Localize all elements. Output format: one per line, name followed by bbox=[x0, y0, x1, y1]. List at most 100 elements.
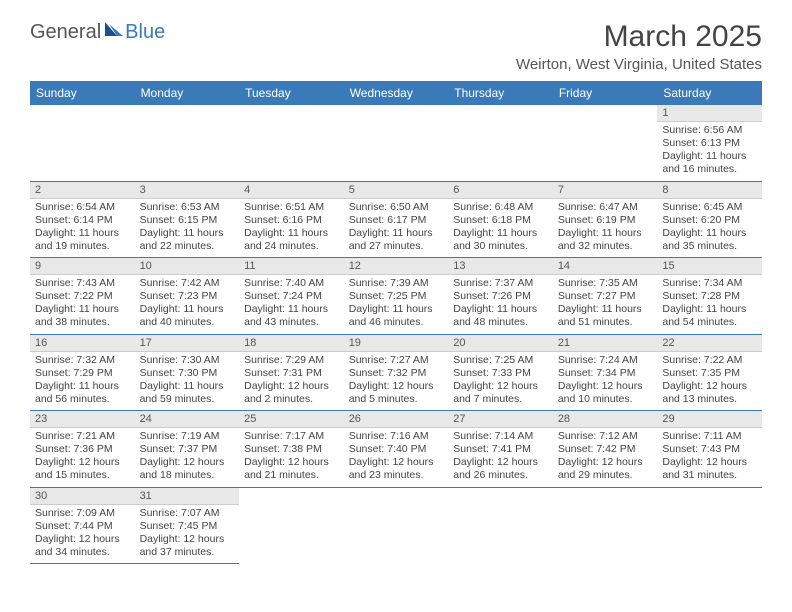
sunset-text: Sunset: 6:16 PM bbox=[244, 214, 339, 227]
day-details: Sunrise: 7:17 AMSunset: 7:38 PMDaylight:… bbox=[239, 428, 344, 487]
page-title: March 2025 bbox=[516, 20, 762, 54]
daylight-text: Daylight: 12 hours and 13 minutes. bbox=[662, 380, 757, 406]
sunrise-text: Sunrise: 7:40 AM bbox=[244, 277, 339, 290]
calendar-cell: 6Sunrise: 6:48 AMSunset: 6:18 PMDaylight… bbox=[448, 181, 553, 258]
sunrise-text: Sunrise: 7:07 AM bbox=[140, 507, 235, 520]
daylight-text: Daylight: 11 hours and 32 minutes. bbox=[558, 227, 653, 253]
day-details: Sunrise: 7:37 AMSunset: 7:26 PMDaylight:… bbox=[448, 275, 553, 334]
calendar-row: 16Sunrise: 7:32 AMSunset: 7:29 PMDayligh… bbox=[30, 334, 762, 411]
day-details: Sunrise: 7:21 AMSunset: 7:36 PMDaylight:… bbox=[30, 428, 135, 487]
calendar-cell bbox=[448, 105, 553, 181]
logo-text-2: Blue bbox=[125, 21, 165, 44]
calendar-cell bbox=[239, 487, 344, 564]
day-number: 11 bbox=[239, 258, 344, 275]
sunset-text: Sunset: 7:23 PM bbox=[140, 290, 235, 303]
daylight-text: Daylight: 11 hours and 43 minutes. bbox=[244, 303, 339, 329]
logo: General Blue bbox=[30, 20, 165, 44]
day-details: Sunrise: 7:14 AMSunset: 7:41 PMDaylight:… bbox=[448, 428, 553, 487]
sunset-text: Sunset: 7:24 PM bbox=[244, 290, 339, 303]
day-number: 30 bbox=[30, 488, 135, 505]
calendar-cell: 31Sunrise: 7:07 AMSunset: 7:45 PMDayligh… bbox=[135, 487, 240, 564]
logo-text-1: General bbox=[30, 21, 101, 44]
sunrise-text: Sunrise: 6:56 AM bbox=[662, 124, 757, 137]
sunrise-text: Sunrise: 6:45 AM bbox=[662, 201, 757, 214]
sunset-text: Sunset: 6:19 PM bbox=[558, 214, 653, 227]
sunrise-text: Sunrise: 7:39 AM bbox=[349, 277, 444, 290]
sunrise-text: Sunrise: 7:17 AM bbox=[244, 430, 339, 443]
day-number: 2 bbox=[30, 182, 135, 199]
daylight-text: Daylight: 11 hours and 35 minutes. bbox=[662, 227, 757, 253]
daylight-text: Daylight: 12 hours and 10 minutes. bbox=[558, 380, 653, 406]
day-number: 27 bbox=[448, 411, 553, 428]
calendar-cell: 13Sunrise: 7:37 AMSunset: 7:26 PMDayligh… bbox=[448, 258, 553, 335]
sunset-text: Sunset: 7:22 PM bbox=[35, 290, 130, 303]
day-details: Sunrise: 7:27 AMSunset: 7:32 PMDaylight:… bbox=[344, 352, 449, 411]
day-number: 25 bbox=[239, 411, 344, 428]
daylight-text: Daylight: 11 hours and 19 minutes. bbox=[35, 227, 130, 253]
daylight-text: Daylight: 12 hours and 18 minutes. bbox=[140, 456, 235, 482]
sunrise-text: Sunrise: 7:12 AM bbox=[558, 430, 653, 443]
calendar-cell bbox=[553, 487, 658, 564]
calendar-cell: 4Sunrise: 6:51 AMSunset: 6:16 PMDaylight… bbox=[239, 181, 344, 258]
day-number: 21 bbox=[553, 335, 658, 352]
day-number: 22 bbox=[657, 335, 762, 352]
calendar-cell: 23Sunrise: 7:21 AMSunset: 7:36 PMDayligh… bbox=[30, 411, 135, 488]
sunset-text: Sunset: 7:42 PM bbox=[558, 443, 653, 456]
daylight-text: Daylight: 12 hours and 21 minutes. bbox=[244, 456, 339, 482]
daylight-text: Daylight: 12 hours and 7 minutes. bbox=[453, 380, 548, 406]
day-number: 18 bbox=[239, 335, 344, 352]
day-number: 1 bbox=[657, 105, 762, 122]
day-number: 6 bbox=[448, 182, 553, 199]
sunrise-text: Sunrise: 7:34 AM bbox=[662, 277, 757, 290]
day-details: Sunrise: 7:39 AMSunset: 7:25 PMDaylight:… bbox=[344, 275, 449, 334]
sunset-text: Sunset: 6:18 PM bbox=[453, 214, 548, 227]
day-number: 4 bbox=[239, 182, 344, 199]
day-details: Sunrise: 6:53 AMSunset: 6:15 PMDaylight:… bbox=[135, 199, 240, 258]
day-number: 10 bbox=[135, 258, 240, 275]
sunset-text: Sunset: 7:30 PM bbox=[140, 367, 235, 380]
daylight-text: Daylight: 11 hours and 16 minutes. bbox=[662, 150, 757, 176]
sunrise-text: Sunrise: 7:35 AM bbox=[558, 277, 653, 290]
daylight-text: Daylight: 11 hours and 54 minutes. bbox=[662, 303, 757, 329]
day-details: Sunrise: 6:45 AMSunset: 6:20 PMDaylight:… bbox=[657, 199, 762, 258]
calendar-cell: 7Sunrise: 6:47 AMSunset: 6:19 PMDaylight… bbox=[553, 181, 658, 258]
weekday-header: Monday bbox=[135, 81, 240, 105]
sunset-text: Sunset: 7:25 PM bbox=[349, 290, 444, 303]
calendar-cell bbox=[553, 105, 658, 181]
daylight-text: Daylight: 12 hours and 31 minutes. bbox=[662, 456, 757, 482]
day-details: Sunrise: 6:51 AMSunset: 6:16 PMDaylight:… bbox=[239, 199, 344, 258]
calendar-cell: 16Sunrise: 7:32 AMSunset: 7:29 PMDayligh… bbox=[30, 334, 135, 411]
day-details: Sunrise: 7:07 AMSunset: 7:45 PMDaylight:… bbox=[135, 505, 240, 564]
sunset-text: Sunset: 7:33 PM bbox=[453, 367, 548, 380]
calendar-cell: 11 Sunrise: 7:40 AMSunset: 7:24 PMDayligh… bbox=[239, 258, 344, 335]
calendar-row: 30Sunrise: 7:09 AMSunset: 7:44 PMDayligh… bbox=[30, 487, 762, 564]
sunset-text: Sunset: 7:43 PM bbox=[662, 443, 757, 456]
calendar-cell: 30Sunrise: 7:09 AMSunset: 7:44 PMDayligh… bbox=[30, 487, 135, 564]
day-number: 26 bbox=[344, 411, 449, 428]
sunset-text: Sunset: 7:38 PM bbox=[244, 443, 339, 456]
calendar-body: 1Sunrise: 6:56 AMSunset: 6:13 PMDaylight… bbox=[30, 105, 762, 564]
daylight-text: Daylight: 11 hours and 51 minutes. bbox=[558, 303, 653, 329]
sunset-text: Sunset: 7:31 PM bbox=[244, 367, 339, 380]
day-number: 13 bbox=[448, 258, 553, 275]
calendar-cell: 17Sunrise: 7:30 AMSunset: 7:30 PMDayligh… bbox=[135, 334, 240, 411]
day-number: 28 bbox=[553, 411, 658, 428]
calendar-cell: 29Sunrise: 7:11 AMSunset: 7:43 PMDayligh… bbox=[657, 411, 762, 488]
day-number: 5 bbox=[344, 182, 449, 199]
calendar-cell: 19Sunrise: 7:27 AMSunset: 7:32 PMDayligh… bbox=[344, 334, 449, 411]
sunset-text: Sunset: 7:35 PM bbox=[662, 367, 757, 380]
weekday-header: Tuesday bbox=[239, 81, 344, 105]
sunset-text: Sunset: 7:41 PM bbox=[453, 443, 548, 456]
calendar-cell: 27Sunrise: 7:14 AMSunset: 7:41 PMDayligh… bbox=[448, 411, 553, 488]
sunrise-text: Sunrise: 7:14 AM bbox=[453, 430, 548, 443]
sunrise-text: Sunrise: 6:50 AM bbox=[349, 201, 444, 214]
calendar-cell: 24Sunrise: 7:19 AMSunset: 7:37 PMDayligh… bbox=[135, 411, 240, 488]
sunset-text: Sunset: 6:20 PM bbox=[662, 214, 757, 227]
sunset-text: Sunset: 7:40 PM bbox=[349, 443, 444, 456]
day-number: 19 bbox=[344, 335, 449, 352]
day-details: Sunrise: 7:25 AMSunset: 7:33 PMDaylight:… bbox=[448, 352, 553, 411]
sunset-text: Sunset: 7:28 PM bbox=[662, 290, 757, 303]
sunset-text: Sunset: 7:32 PM bbox=[349, 367, 444, 380]
calendar-cell: 8Sunrise: 6:45 AMSunset: 6:20 PMDaylight… bbox=[657, 181, 762, 258]
daylight-text: Daylight: 12 hours and 15 minutes. bbox=[35, 456, 130, 482]
